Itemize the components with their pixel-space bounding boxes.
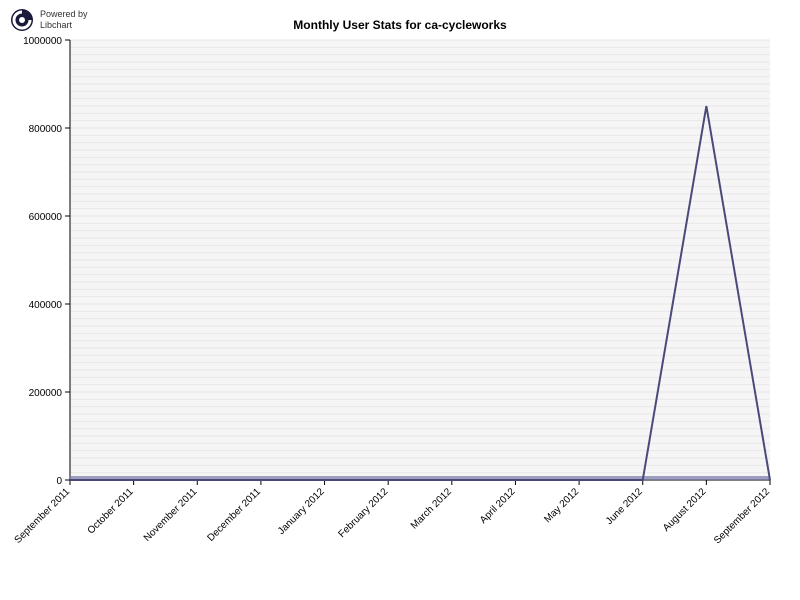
svg-text:June 2012: June 2012 bbox=[604, 486, 645, 527]
svg-text:August 2012: August 2012 bbox=[661, 486, 709, 534]
svg-text:September 2011: September 2011 bbox=[13, 486, 73, 546]
svg-text:May 2012: May 2012 bbox=[542, 486, 581, 525]
svg-text:400000: 400000 bbox=[29, 300, 63, 311]
svg-text:December 2011: December 2011 bbox=[205, 486, 263, 544]
svg-text:March 2012: March 2012 bbox=[409, 486, 454, 531]
svg-text:600000: 600000 bbox=[29, 212, 63, 223]
line-chart: 0 200000 400000 600000 800000 1000000 Septembe… bbox=[0, 0, 800, 600]
svg-text:January 2012: January 2012 bbox=[276, 486, 327, 537]
svg-text:April 2012: April 2012 bbox=[478, 486, 518, 526]
svg-text:200000: 200000 bbox=[29, 388, 63, 399]
svg-text:November 2011: November 2011 bbox=[142, 486, 200, 544]
svg-text:September 2012: September 2012 bbox=[712, 486, 772, 546]
svg-text:1000000: 1000000 bbox=[23, 36, 62, 47]
svg-text:February 2012: February 2012 bbox=[337, 486, 391, 540]
svg-text:800000: 800000 bbox=[29, 124, 63, 135]
svg-text:October 2011: October 2011 bbox=[86, 486, 136, 536]
svg-text:0: 0 bbox=[56, 476, 62, 487]
